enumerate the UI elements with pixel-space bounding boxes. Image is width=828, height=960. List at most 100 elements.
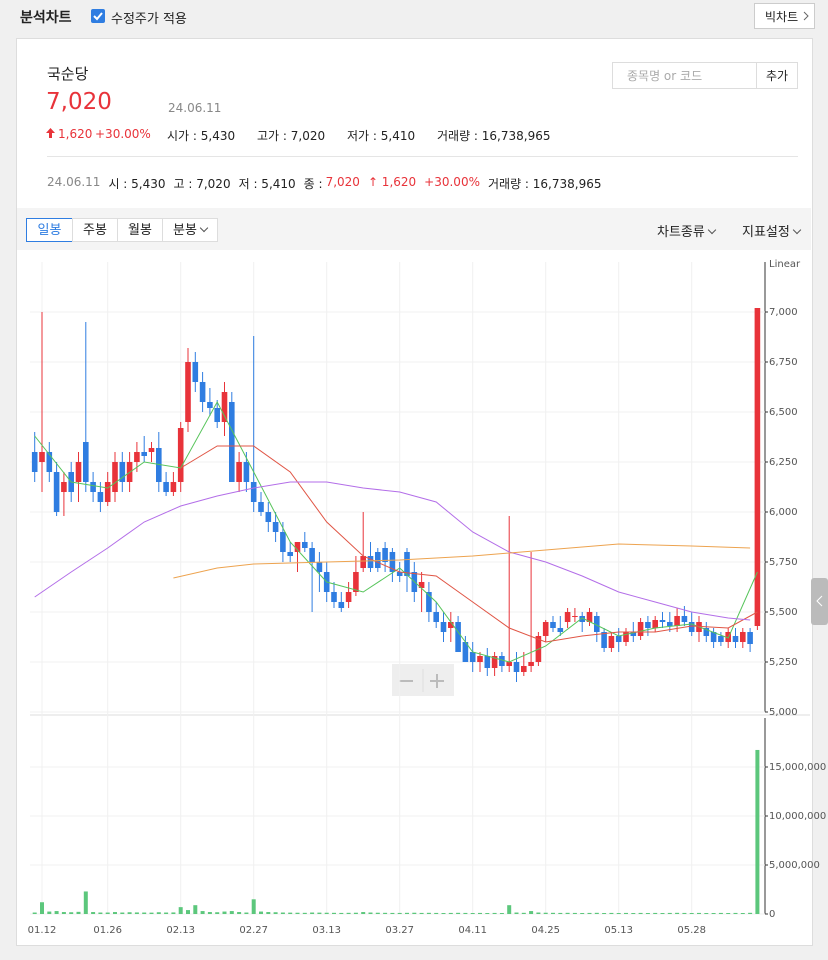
volume-bar bbox=[259, 911, 263, 914]
volume-bar bbox=[288, 912, 293, 914]
y-tick-label: 6,250 bbox=[769, 457, 798, 468]
volume-bar bbox=[91, 912, 96, 914]
volume-bar bbox=[514, 912, 519, 914]
low-price: 저가 : 5,410 bbox=[347, 129, 416, 143]
side-handle[interactable] bbox=[811, 578, 828, 625]
volume-bar bbox=[748, 912, 753, 914]
tab[interactable]: 일봉 bbox=[26, 218, 73, 242]
candle-body bbox=[156, 448, 162, 482]
menu-label: 차트종류 bbox=[657, 225, 705, 240]
candle-body bbox=[623, 632, 629, 642]
volume-bar bbox=[405, 912, 409, 914]
x-tick-label: 04.25 bbox=[531, 925, 560, 936]
summary-volume: 거래량 : 16,738,965 bbox=[487, 177, 602, 191]
candle-body bbox=[331, 592, 337, 602]
volume-bar bbox=[332, 912, 336, 914]
candle-body bbox=[192, 362, 199, 382]
volume-bar bbox=[339, 912, 344, 914]
tab[interactable]: 분봉 bbox=[162, 218, 218, 242]
volume-bar bbox=[186, 910, 190, 914]
candle-body bbox=[688, 622, 695, 632]
checkbox[interactable] bbox=[91, 9, 105, 23]
volume-bar bbox=[251, 899, 256, 914]
summary-date: 24.06.11 bbox=[47, 175, 101, 189]
x-tick-label: 02.27 bbox=[239, 925, 268, 936]
x-tick-label: 04.11 bbox=[458, 925, 487, 936]
volume-bar bbox=[142, 912, 147, 914]
chart-type-menu[interactable]: 차트종류 bbox=[657, 221, 715, 240]
volume-bar bbox=[638, 912, 643, 914]
candle-body bbox=[754, 308, 761, 626]
volume-bar bbox=[653, 912, 658, 914]
volume-bar bbox=[624, 912, 628, 914]
chevron bbox=[803, 11, 809, 21]
candle-body bbox=[353, 572, 359, 592]
candle-body bbox=[389, 552, 396, 572]
high-price: 고가 : 7,020 bbox=[257, 129, 326, 143]
volume-bar bbox=[98, 912, 103, 914]
volume-bar bbox=[711, 913, 716, 914]
volume-bar bbox=[324, 912, 329, 914]
volume-bar bbox=[419, 912, 424, 914]
zoom-in[interactable] bbox=[430, 674, 444, 688]
volume-bar bbox=[755, 749, 760, 914]
volume-bar bbox=[587, 912, 592, 914]
summary-high: 고 : 7,020 bbox=[173, 177, 231, 191]
volume-bar bbox=[317, 912, 322, 914]
volume: 거래량 : 16,738,965 bbox=[437, 129, 551, 143]
volume-bar bbox=[164, 912, 169, 914]
volume-bar bbox=[594, 912, 599, 914]
y-tick-label: 7,000 bbox=[769, 307, 798, 318]
price-date: 24.06.11 bbox=[168, 101, 222, 115]
volume-bar bbox=[485, 913, 490, 914]
candle-body bbox=[601, 632, 607, 648]
candle-body bbox=[499, 656, 505, 666]
y-tick-label: 6,500 bbox=[769, 407, 798, 418]
x-tick-label: 01.26 bbox=[93, 925, 122, 936]
candle-body bbox=[396, 572, 403, 576]
candle-body bbox=[732, 636, 739, 642]
volume-bar bbox=[200, 911, 205, 914]
tab[interactable]: 주봉 bbox=[72, 218, 118, 242]
candle-body bbox=[309, 548, 315, 562]
volume-bar bbox=[441, 913, 446, 914]
add-button[interactable]: 추가 bbox=[756, 62, 798, 89]
candle-body bbox=[667, 622, 673, 626]
y-tick-label: 5,250 bbox=[769, 657, 798, 668]
volume-bar bbox=[215, 912, 220, 914]
volume-bar bbox=[156, 912, 161, 914]
summary-change-pct: +30.00% bbox=[424, 175, 480, 189]
volume-bar bbox=[536, 912, 541, 914]
volume-bar bbox=[456, 912, 461, 914]
candle-body bbox=[39, 452, 45, 462]
candle-body bbox=[104, 482, 111, 502]
moving-average bbox=[173, 543, 751, 579]
candle-body bbox=[469, 652, 476, 662]
candle-body bbox=[236, 462, 242, 482]
candle-body bbox=[265, 512, 272, 522]
candle-body bbox=[294, 542, 301, 552]
candle-body bbox=[214, 408, 220, 422]
candle-body bbox=[579, 616, 585, 622]
volume-bar bbox=[689, 913, 694, 914]
candle-body bbox=[250, 482, 257, 502]
v-tick-label: 15,000,000 bbox=[769, 762, 826, 773]
up-arrow bbox=[46, 128, 55, 138]
menu-label: 지표설정 bbox=[742, 225, 790, 240]
volume-bar bbox=[361, 912, 366, 914]
x-tick-label: 05.13 bbox=[604, 925, 633, 936]
volume-bar bbox=[718, 912, 723, 914]
checkbox-label[interactable]: 수정주가 적용 bbox=[111, 12, 187, 27]
volume-bar bbox=[434, 912, 439, 914]
candle-body bbox=[740, 632, 746, 642]
big-chart-button[interactable]: 빅차트 bbox=[754, 3, 815, 29]
open-price: 시가 : 5,430 bbox=[167, 129, 236, 143]
candle-body bbox=[53, 472, 60, 512]
x-tick-label: 03.13 bbox=[312, 925, 341, 936]
candle-body bbox=[83, 442, 89, 482]
indicator-menu[interactable]: 지표설정 bbox=[742, 221, 800, 240]
candle-body bbox=[462, 642, 469, 662]
volume-bar bbox=[76, 911, 81, 914]
candle-body bbox=[513, 662, 520, 672]
